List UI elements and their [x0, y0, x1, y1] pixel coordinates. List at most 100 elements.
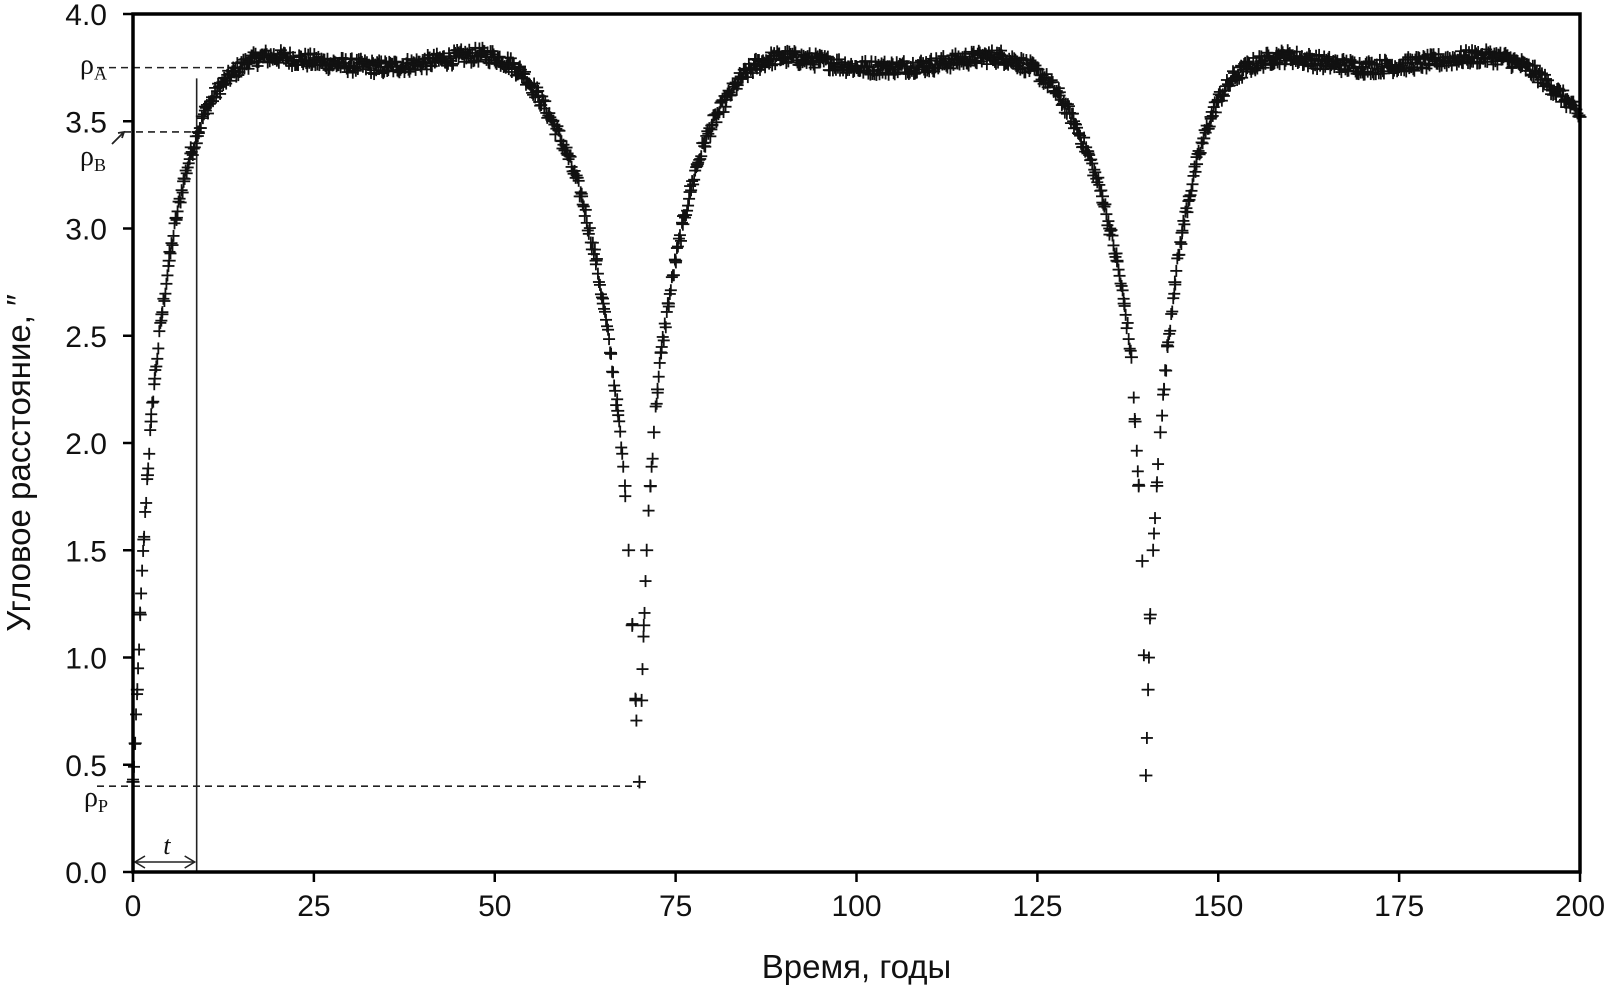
- data-point: [603, 333, 616, 346]
- y-tick-label: 2.5: [65, 321, 107, 354]
- x-tick-label: 0: [125, 890, 142, 923]
- data-point: [162, 254, 176, 268]
- data-point: [256, 50, 270, 64]
- data-point: [152, 342, 165, 355]
- data-point: [1088, 163, 1101, 176]
- data-point: [670, 242, 683, 255]
- data-point: [364, 59, 377, 72]
- data-point: [525, 80, 538, 93]
- data-point: [595, 291, 608, 304]
- data-point: [917, 57, 930, 70]
- data-point: [638, 606, 651, 619]
- data-point: [1190, 157, 1204, 171]
- x-tick-label: 75: [659, 890, 692, 923]
- data-point: [1486, 50, 1500, 64]
- data-point: [271, 50, 285, 64]
- data-point: [147, 395, 160, 408]
- data-point: [1140, 731, 1153, 744]
- data-point: [1141, 683, 1155, 697]
- data-point: [1174, 236, 1187, 249]
- data-point: [613, 415, 626, 428]
- data-point: [518, 65, 531, 78]
- x-tick-label: 100: [831, 890, 881, 923]
- data-point: [452, 50, 466, 64]
- data-point: [164, 247, 177, 260]
- data-point: [1202, 122, 1215, 135]
- x-axis: 0 25 50 75 100 125 150 175 200: [125, 872, 1605, 923]
- data-point: [591, 267, 604, 280]
- data-point: [1052, 89, 1066, 103]
- rho-a-label: ρA: [80, 50, 107, 84]
- data-point: [673, 229, 686, 242]
- data-point: [447, 57, 460, 70]
- data-point: [379, 61, 393, 75]
- data-point: [645, 460, 658, 473]
- data-point: [1121, 316, 1134, 329]
- data-point: [155, 307, 169, 321]
- data-point: [184, 146, 198, 160]
- data-point: [178, 172, 191, 185]
- data-point: [734, 71, 748, 85]
- data-point: [1320, 56, 1334, 70]
- data-point: [582, 227, 595, 240]
- data-point: [586, 236, 599, 249]
- data-point: [1103, 222, 1117, 235]
- data-point: [136, 564, 149, 577]
- data-point: [813, 54, 827, 68]
- data-point: [198, 104, 212, 118]
- data-point: [179, 164, 192, 177]
- data-point: [509, 69, 522, 82]
- data-point: [637, 630, 650, 643]
- data-point: [1110, 254, 1124, 268]
- data-point: [437, 50, 450, 63]
- data-point: [150, 360, 163, 373]
- data-point: [1131, 465, 1144, 478]
- data-point: [1143, 608, 1157, 622]
- data-point: [763, 52, 777, 66]
- data-point: [174, 196, 187, 209]
- data-point: [664, 284, 677, 297]
- data-point: [161, 269, 174, 282]
- data-point: [332, 59, 345, 72]
- data-point: [1045, 74, 1058, 87]
- y-tick-label: 0.0: [65, 857, 107, 890]
- data-point: [365, 66, 378, 79]
- data-point: [609, 384, 622, 397]
- data-point: [1086, 157, 1099, 170]
- data-point: [698, 136, 712, 150]
- data-point: [712, 108, 725, 121]
- data-point: [607, 366, 620, 379]
- data-point: [1157, 382, 1171, 396]
- data-point: [1132, 479, 1146, 493]
- data-point: [373, 54, 386, 67]
- data-point: [186, 149, 199, 162]
- data-point: [649, 400, 662, 413]
- data-point: [1009, 54, 1023, 68]
- data-point: [705, 119, 719, 133]
- data-point: [640, 543, 654, 557]
- data-point: [135, 587, 148, 600]
- data-point: [646, 452, 659, 465]
- data-point: [1301, 60, 1314, 73]
- data-point: [1092, 171, 1105, 184]
- data-point: [1163, 327, 1176, 340]
- data-point: [671, 240, 684, 253]
- data-point: [512, 61, 525, 74]
- data-point: [1262, 49, 1275, 62]
- data-point: [1407, 63, 1420, 76]
- data-point: [175, 184, 188, 197]
- data-point: [1247, 51, 1260, 64]
- data-point: [128, 736, 142, 750]
- data-point: [1100, 208, 1113, 221]
- data-point: [650, 397, 663, 410]
- y-tick-label: 3.0: [65, 214, 107, 247]
- data-point: [1170, 264, 1183, 277]
- data-point: [1356, 61, 1370, 75]
- data-point: [153, 325, 166, 338]
- data-point: [679, 211, 692, 224]
- data-point: [572, 174, 585, 187]
- data-point: [611, 393, 624, 406]
- data-point: [1105, 224, 1118, 237]
- data-point: [1095, 189, 1109, 203]
- data-point: [140, 496, 153, 509]
